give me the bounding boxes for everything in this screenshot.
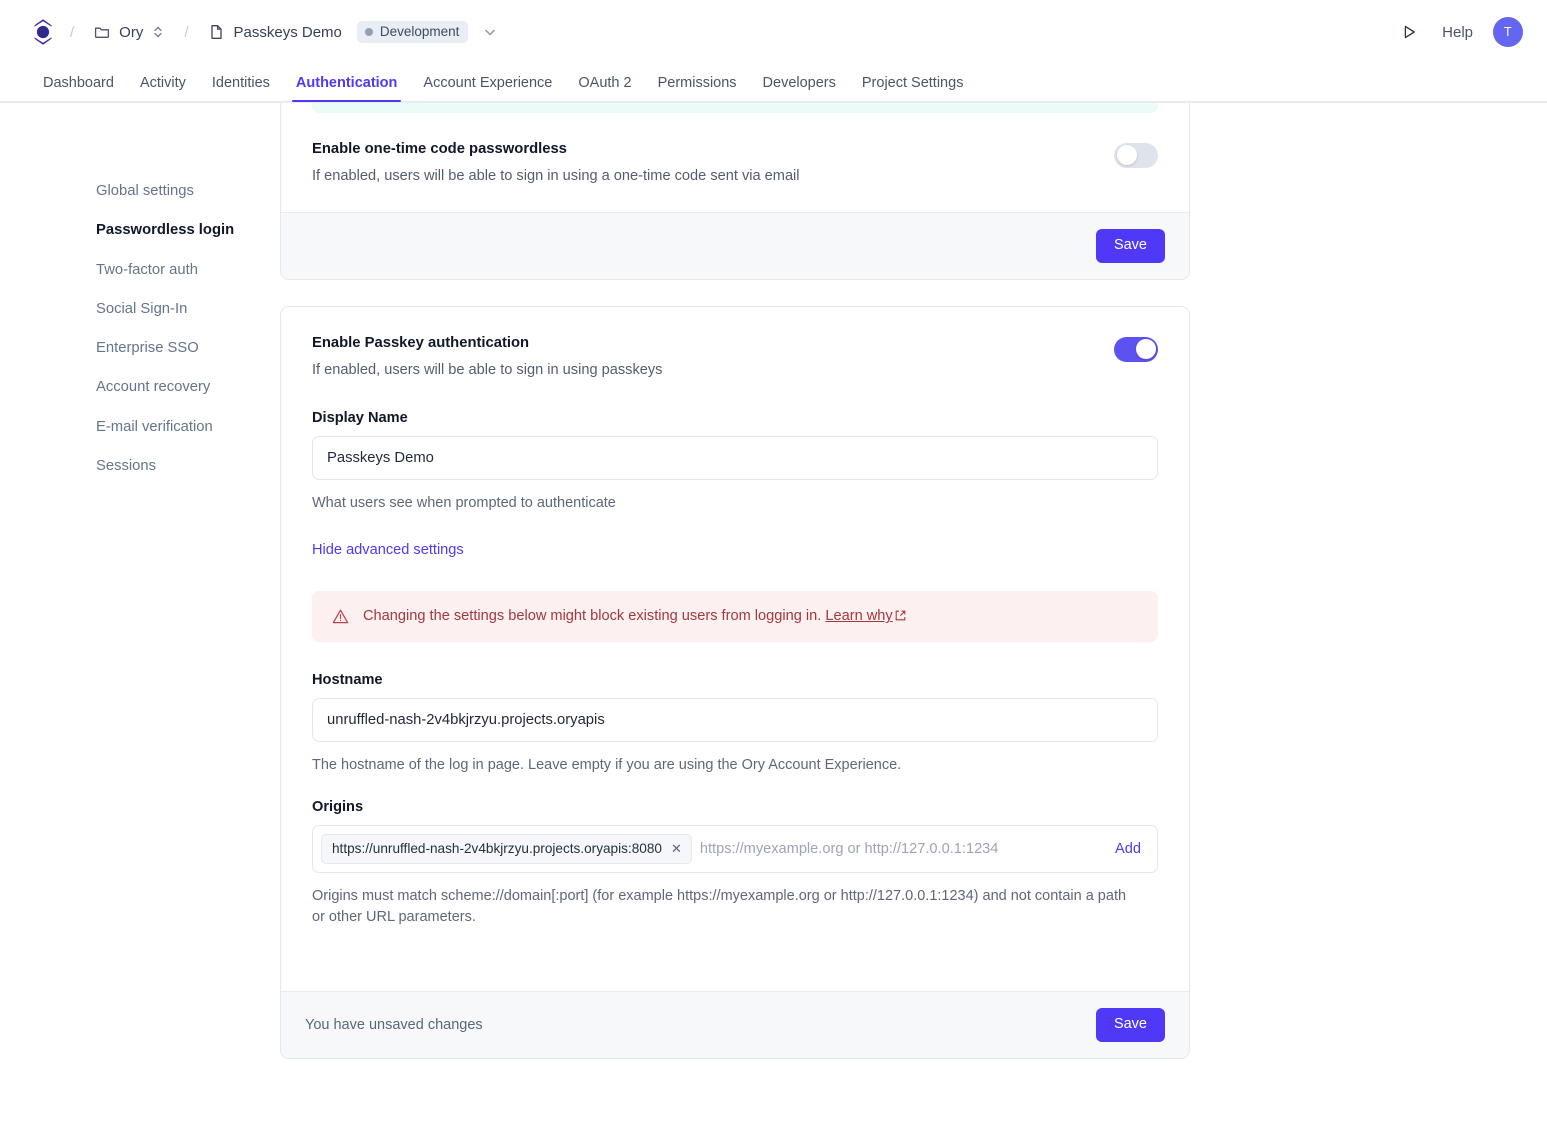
- one-time-code-card-footer: Save: [281, 212, 1189, 279]
- origins-tag-input[interactable]: https://unruffled-nash-2v4bkjrzyu.projec…: [312, 824, 1158, 873]
- toggle-knob: [1135, 339, 1156, 360]
- close-icon[interactable]: ✕: [670, 840, 682, 856]
- one-time-code-toggle[interactable]: [1114, 142, 1158, 168]
- folder-icon: [94, 24, 110, 40]
- environment-badge: Development: [356, 21, 469, 43]
- tab-activity[interactable]: Activity: [139, 74, 186, 91]
- sidebar-item-passwordless-login[interactable]: Passwordless login: [96, 222, 235, 239]
- tab-account-experience[interactable]: Account Experience: [423, 74, 553, 91]
- origins-field-group: Origins https://unruffled-nash-2v4bkjrzy…: [312, 799, 1158, 930]
- warning-triangle-icon: [332, 608, 349, 625]
- tab-oauth2[interactable]: OAuth 2: [578, 74, 632, 91]
- display-name-input[interactable]: [312, 436, 1158, 481]
- preview-feature-banner: This is a preview feature. Please report…: [312, 102, 1158, 113]
- learn-why-link[interactable]: Learn why: [825, 608, 893, 625]
- tab-authentication[interactable]: Authentication: [283, 75, 411, 102]
- add-origin-button[interactable]: Add: [1115, 840, 1141, 857]
- one-time-code-title: Enable one-time code passwordless: [312, 140, 567, 157]
- one-time-code-setting-row: Enable one-time code passwordless If ena…: [312, 141, 1158, 186]
- display-name-label: Display Name: [312, 410, 408, 427]
- origin-tag: https://unruffled-nash-2v4bkjrzyu.projec…: [321, 833, 692, 864]
- chevron-down-icon[interactable]: [483, 25, 497, 39]
- sidebar-item-global-settings[interactable]: Global settings: [96, 183, 194, 199]
- hide-advanced-settings-link[interactable]: Hide advanced settings: [312, 541, 464, 558]
- primary-nav: Dashboard Activity Identities Authentica…: [0, 64, 1547, 102]
- help-link[interactable]: Help: [1442, 23, 1473, 41]
- sidebar-item-sessions[interactable]: Sessions: [96, 457, 157, 474]
- file-icon: [209, 24, 225, 40]
- passkey-title: Enable Passkey authentication: [312, 334, 530, 351]
- breadcrumb-organization[interactable]: Ory: [88, 20, 170, 45]
- passkey-card-body: Enable Passkey authentication If enabled…: [281, 307, 1189, 991]
- avatar[interactable]: T: [1493, 17, 1523, 47]
- tab-permissions[interactable]: Permissions: [657, 74, 737, 91]
- sidebar-item-account-recovery[interactable]: Account recovery: [96, 379, 211, 396]
- passkey-description: If enabled, users will be able to sign i…: [312, 361, 663, 378]
- ory-logo-icon[interactable]: [30, 17, 56, 47]
- warning-text-wrapper: Changing the settings below might block …: [363, 608, 906, 624]
- toggle-knob: [1116, 145, 1137, 166]
- page-content: Global settings Passwordless login Two-f…: [0, 102, 1547, 1142]
- sidebar-item-email-verification[interactable]: E-mail verification: [96, 418, 213, 435]
- hostname-field-group: Hostname The hostname of the log in page…: [312, 672, 1158, 777]
- one-time-code-card: This is a preview feature. Please report…: [280, 102, 1190, 280]
- origins-help: Origins must match scheme://domain[:port…: [312, 887, 1127, 926]
- scroll-top-divider: [0, 102, 1547, 103]
- display-name-help: What users see when prompted to authenti…: [312, 495, 616, 512]
- breadcrumb-organization-label: Ory: [119, 23, 144, 41]
- passkey-card: Enable Passkey authentication If enabled…: [280, 305, 1190, 1059]
- hostname-input[interactable]: [312, 697, 1158, 742]
- environment-badge-label: Development: [379, 24, 460, 39]
- passkey-toggle[interactable]: [1114, 336, 1158, 362]
- tab-dashboard[interactable]: Dashboard: [43, 74, 114, 91]
- save-button-passkey[interactable]: Save: [1095, 1008, 1165, 1042]
- settings-main: This is a preview feature. Please report…: [280, 102, 1190, 1142]
- passkey-labels: Enable Passkey authentication If enabled…: [312, 335, 662, 380]
- save-button-one-time-code[interactable]: Save: [1095, 229, 1165, 263]
- sidebar-item-social-sign-in[interactable]: Social Sign-In: [96, 300, 188, 317]
- run-icon[interactable]: [1394, 17, 1424, 47]
- origin-tag-label: https://unruffled-nash-2v4bkjrzyu.projec…: [332, 840, 662, 856]
- origins-input[interactable]: [699, 836, 1098, 861]
- tab-identities[interactable]: Identities: [211, 74, 270, 91]
- breadcrumb-project-label: Passkeys Demo: [233, 23, 342, 41]
- page-scroll-area[interactable]: Global settings Passwordless login Two-f…: [0, 102, 1547, 1142]
- display-name-field-group: Display Name What users see when prompte…: [312, 410, 1158, 515]
- caret-sort-icon[interactable]: [152, 25, 164, 39]
- origins-label: Origins: [312, 798, 364, 815]
- passkey-card-bottom-spacer: [312, 929, 1158, 965]
- external-link-icon: [895, 609, 906, 621]
- advanced-settings-warning: Changing the settings below might block …: [312, 590, 1158, 642]
- one-time-code-card-body: This is a preview feature. Please report…: [281, 102, 1189, 212]
- warning-text: Changing the settings below might block …: [363, 608, 826, 625]
- top-bar: / Ory / Passkeys Demo Development: [0, 0, 1547, 64]
- unsaved-changes-message: You have unsaved changes: [305, 1016, 483, 1033]
- settings-sidebar: Global settings Passwordless login Two-f…: [30, 102, 280, 1142]
- sidebar-item-enterprise-sso[interactable]: Enterprise SSO: [96, 340, 199, 357]
- hostname-help: The hostname of the log in page. Leave e…: [312, 756, 902, 773]
- tab-project-settings[interactable]: Project Settings: [861, 74, 964, 91]
- breadcrumb-separator-2: /: [184, 23, 189, 41]
- environment-dot-icon: [364, 27, 373, 36]
- sidebar-item-two-factor-auth[interactable]: Two-factor auth: [96, 261, 198, 278]
- one-time-code-description: If enabled, users will be able to sign i…: [312, 167, 800, 184]
- bottom-padding: [280, 1085, 1190, 1142]
- tab-developers[interactable]: Developers: [762, 74, 836, 91]
- hostname-label: Hostname: [312, 671, 383, 688]
- passkey-setting-row: Enable Passkey authentication If enabled…: [312, 335, 1158, 380]
- passkey-card-footer: You have unsaved changes Save: [281, 991, 1189, 1058]
- breadcrumb-separator-1: /: [70, 23, 75, 41]
- one-time-code-labels: Enable one-time code passwordless If ena…: [312, 141, 800, 186]
- breadcrumb-project[interactable]: Passkeys Demo Development: [203, 17, 504, 47]
